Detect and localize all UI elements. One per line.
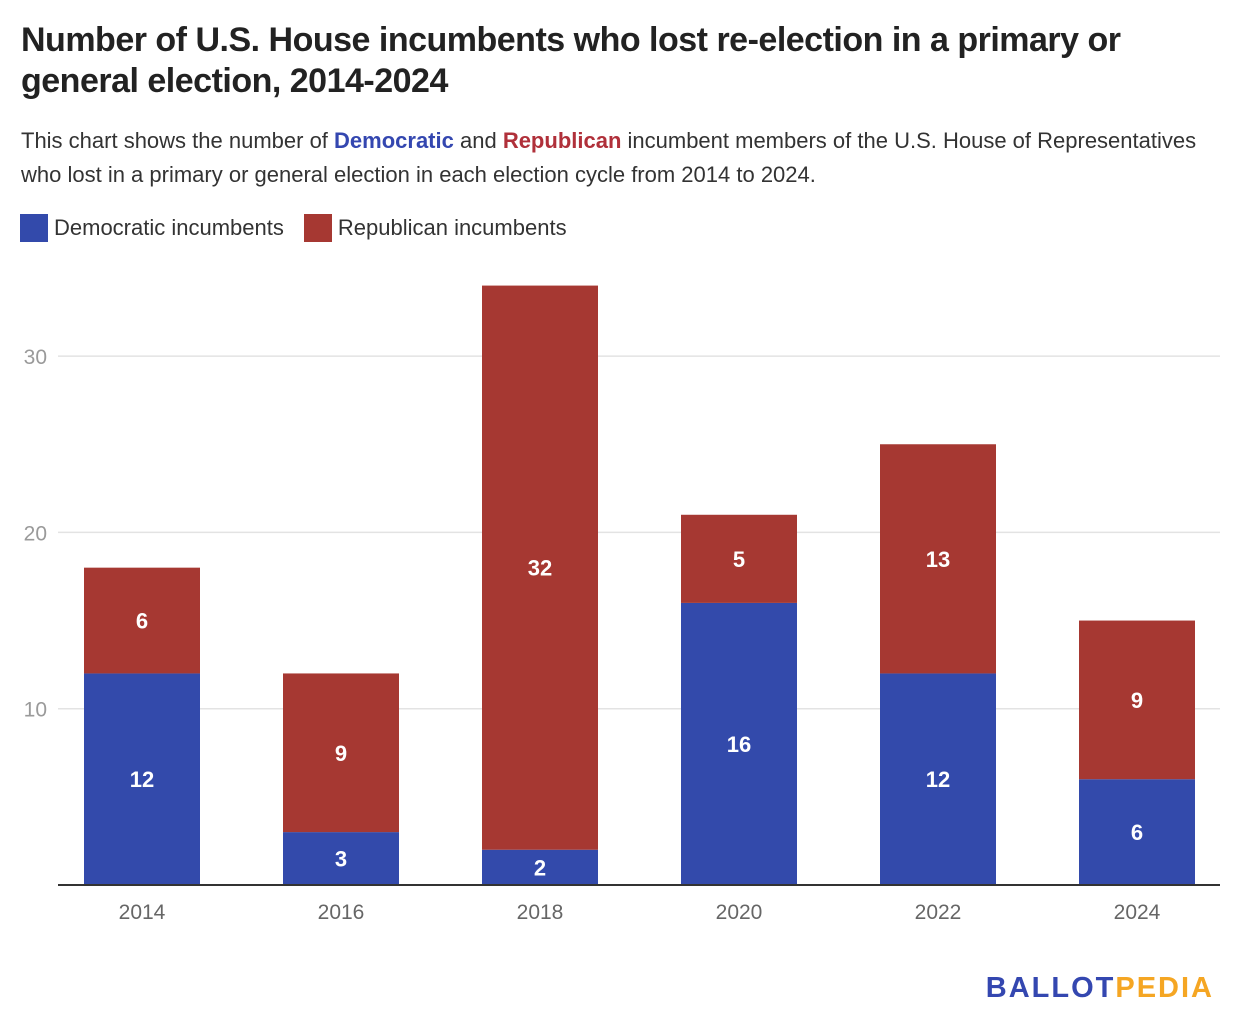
data-label: 13	[926, 547, 950, 572]
logo-text: BALLOT	[985, 972, 1116, 1004]
x-tick-label: 2024	[1114, 901, 1161, 924]
bar-democratic-2014	[84, 673, 200, 885]
legend-swatch-republican	[303, 214, 332, 242]
y-tick-label: 30	[24, 346, 47, 369]
bar-republican-2014	[84, 567, 200, 674]
legend-label: Republican incumbents	[337, 215, 567, 240]
subtitle-text: incumbent members of the U.S. House of R…	[21, 128, 1197, 187]
data-label: 12	[130, 767, 154, 792]
subtitle-republican: Republican	[502, 128, 622, 153]
data-label: 32	[528, 556, 552, 581]
legend-label: Democratic incumbents	[54, 215, 284, 240]
bar-republican-2022	[880, 444, 996, 674]
bar-democratic-2018	[482, 849, 598, 885]
data-label: 6	[1131, 820, 1143, 845]
x-tick-label: 2020	[716, 901, 763, 924]
y-tick-label: 10	[24, 699, 47, 722]
x-tick-label: 2014	[119, 901, 166, 924]
bar-republican-2018	[482, 285, 598, 850]
legend-swatch-democratic	[20, 214, 48, 242]
subtitle-text: and	[453, 128, 503, 153]
bar-democratic-2024	[1079, 779, 1195, 885]
data-label: 9	[335, 741, 347, 766]
data-label: 12	[926, 767, 950, 792]
legend: Democratic incumbents Republican incumbe…	[20, 214, 567, 242]
data-label: 16	[727, 732, 751, 757]
x-tick-label: 2016	[318, 901, 365, 924]
chart-subtitle: This chart shows the number of Democrati…	[21, 124, 1201, 192]
data-label: 9	[1131, 688, 1143, 713]
data-label: 2	[534, 855, 546, 880]
bar-democratic-2022	[880, 673, 996, 885]
data-label: 5	[733, 547, 745, 572]
x-tick-label: 2018	[517, 901, 564, 924]
legend-item-republican: Republican incumbents	[303, 214, 567, 242]
logo-text: PEDIA	[1115, 972, 1214, 1004]
subtitle-text: This chart shows the number of	[21, 128, 335, 153]
bar-democratic-2016	[283, 832, 399, 885]
y-tick-label: 20	[24, 522, 47, 545]
ballotpedia-logo: BALLOTPEDIA	[986, 972, 1214, 1005]
subtitle-democratic: Democratic	[334, 128, 454, 153]
bar-democratic-2020	[681, 602, 797, 885]
bar-republican-2024	[1079, 620, 1195, 780]
x-tick-label: 2022	[915, 901, 962, 924]
data-label: 6	[136, 609, 148, 634]
bar-republican-2020	[681, 514, 797, 603]
bar-republican-2016	[283, 673, 399, 833]
data-label: 3	[335, 847, 347, 872]
legend-item-democratic: Democratic incumbents	[20, 214, 284, 242]
chart-title: Number of U.S. House incumbents who lost…	[21, 21, 1121, 100]
